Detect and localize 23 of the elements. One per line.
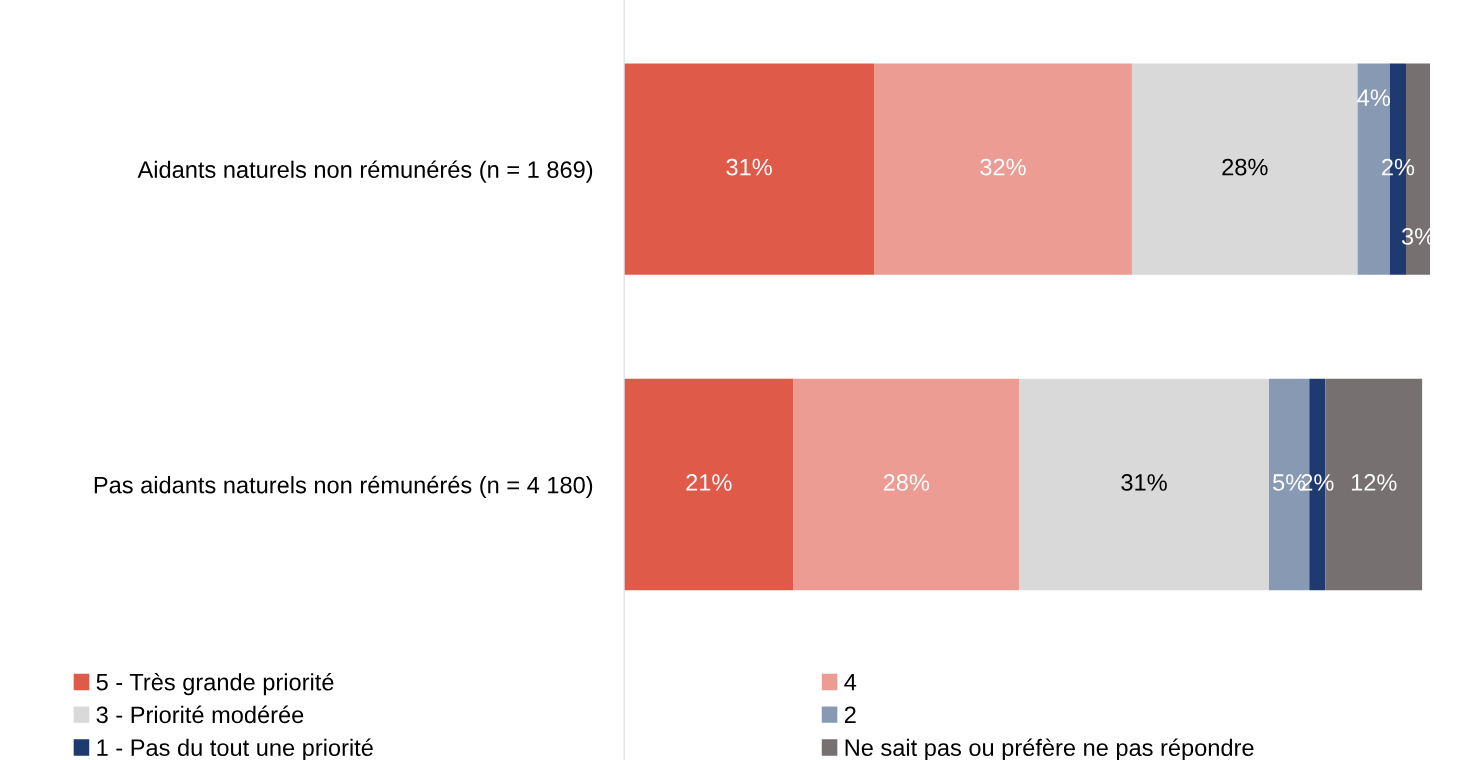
data-label: 21% [686,474,732,491]
data-label: 4% [1357,89,1390,106]
data-label: 2% [1382,158,1415,176]
bar [1131,63,1358,275]
bar [874,63,1132,275]
bar [624,63,875,275]
legend-label: 5 - Très grande priorité [96,672,334,696]
y-tick-label: Aidants naturels non rémunérés (n = 1 869) [137,160,593,183]
bar [624,378,794,591]
legend-label: 4 [844,674,857,691]
legend-label: 3 - Priorité modérée [96,705,304,724]
bar [793,378,1020,591]
data-label: 28% [1222,158,1268,176]
bar [1019,378,1269,591]
legend-label: Ne sait pas ou préfère ne pas répondre [845,738,1254,760]
legend-label: 2 [844,706,856,723]
data-label: 31% [726,158,772,176]
legend-label: 1 - Pas du tout une priorité [97,738,373,760]
y-tick-label: Pas aidants naturels non rémunérés (n = 4 180) [94,475,593,499]
data-label: 12% [1351,474,1397,491]
data-label: 31% [1121,474,1167,491]
data-label: 28% [883,474,930,491]
data-label: 32% [980,158,1026,176]
